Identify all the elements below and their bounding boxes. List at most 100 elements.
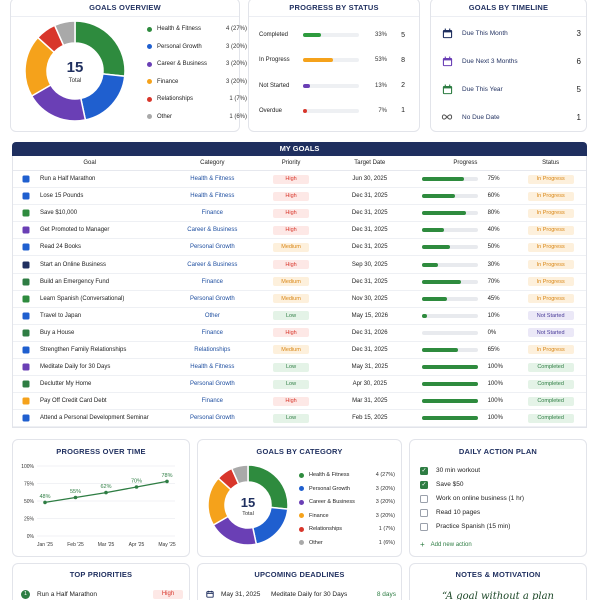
data-point[interactable] [43,500,47,505]
col-goal[interactable]: Goal [83,160,97,166]
col-progress[interactable]: Progress [453,160,478,166]
daily-action-plan-card: DAILY ACTION PLAN ✓ 30 min workout ✓ Save $… [409,439,587,557]
data-point[interactable] [165,479,169,484]
table-row[interactable]: Start an Online Business Career & Busine… [13,256,586,274]
y-tick-label: 100% [21,464,34,470]
checkbox[interactable] [420,508,428,517]
col-category[interactable]: Category [200,160,225,166]
table-row[interactable]: Save $10,000 Finance High Dec 31, 2025 8… [13,205,586,223]
status-cell: In Progress [515,225,586,235]
progress-bar-fill [421,399,478,404]
progress-bar [421,177,478,182]
priority-badge: High [273,260,310,270]
action-item[interactable]: Work on online business (1 hr) [420,492,580,505]
progress-cell: 40% [416,227,516,233]
timeline-count: 1 [576,112,581,122]
priority-cell: Low [258,413,324,423]
progress-bar [421,313,478,318]
data-point[interactable] [73,495,78,500]
target-date: May 15, 2026 [351,312,388,319]
deadline-label: Meditate Daily for 30 Days [271,590,348,598]
col-priority[interactable]: Priority [281,160,301,166]
priority-label: Run a Half Marathon [37,590,97,598]
legend-item: Relationships 1 (7%) [147,94,247,104]
status-badge: In Progress [527,345,574,355]
legend-item: Health & Fitness 4 (27%) [299,470,395,480]
table-row[interactable]: Read 24 Books Personal Growth Medium Dec… [13,239,586,257]
checked-checkbox[interactable]: ✓ [420,466,428,475]
timeline-row[interactable]: Due This Year 5 [441,79,581,99]
x-tick-label: Mar '25 [98,542,115,548]
goal-name: Travel to Japan [40,312,82,319]
legend-value: 3 (20%) [225,61,247,67]
col-target-date[interactable]: Target Date [354,160,386,166]
table-row[interactable]: Strengthen Family Relationships Relation… [13,342,586,360]
goal-name: Attend a Personal Development Seminar [40,415,149,422]
progress-bar-fill [421,177,464,182]
checked-checkbox[interactable]: ✓ [420,480,428,489]
data-point[interactable] [134,485,139,489]
progress-percent: 100% [487,381,503,388]
card-icon [22,397,30,405]
action-item[interactable]: ✓ Save $50 [420,478,580,491]
legend-value: 1 (6%) [378,539,395,546]
add-new-action-button[interactable]: + Add new action [420,540,472,549]
action-item[interactable]: Practice Spanish (15 min) [420,520,580,533]
col-status[interactable]: Status [542,160,560,166]
checkbox[interactable] [420,494,428,503]
timeline-row[interactable]: Due Next 3 Months 6 [441,51,581,71]
goal-name: Declutter My Home [40,381,92,388]
table-row[interactable]: Attend a Personal Development Seminar Pe… [13,410,586,428]
upcoming-deadlines-card: UPCOMING DEADLINES May 31, 2025 Meditate… [197,563,402,600]
goal-category: Relationships [194,346,231,353]
deadline-days: 8 days [376,590,396,598]
data-point[interactable] [104,490,108,495]
runner-icon [22,175,30,183]
status-badge: In Progress [527,208,574,218]
table-row[interactable]: Get Promoted to Manager Career & Busines… [13,222,586,240]
progress-by-status-card: PROGRESS BY STATUS Completed 33% 5 In Progr… [248,0,420,132]
table-row[interactable]: Build an Emergency Fund Finance Medium D… [13,274,586,291]
timeline-row[interactable]: Due This Month 3 [441,23,581,43]
table-row[interactable]: Learn Spanish (Conversational) Personal … [13,291,586,308]
goal-category: Personal Growth [189,244,235,251]
donut-slice-other[interactable] [230,464,249,485]
table-row[interactable]: Buy a House Finance High Dec 31, 2026 0%… [13,325,586,342]
legend-label: Career & Business [309,499,355,505]
checkbox[interactable] [420,522,428,531]
target-date: Apr 30, 2025 [352,381,387,388]
table-row[interactable]: Run a Half Marathon Health & Fitness Hig… [13,171,586,189]
deadline-item[interactable]: May 31, 2025 Meditate Daily for 30 Days … [206,588,396,600]
table-row[interactable]: Declutter My Home Personal Growth Low Ap… [13,376,586,394]
status-bar-fill [303,58,333,63]
progress-bar-fill [421,365,478,370]
action-item[interactable]: Read 10 pages [420,506,580,519]
status-bar [303,108,359,113]
progress-cell: 50% [416,244,516,250]
action-item[interactable]: ✓ 30 min workout [420,464,580,477]
table-row[interactable]: Lose 15 Pounds Health & Fitness High Dec… [13,188,586,206]
status-badge: Completed [527,379,574,389]
table-row[interactable]: Meditate Daily for 30 Days Health & Fitn… [13,359,586,377]
table-row[interactable]: Pay Off Credit Card Debt Finance High Ma… [13,393,586,411]
donut-slice-other[interactable] [53,20,76,47]
timeline-row[interactable]: No Due Date 1 [441,107,581,127]
goals-by-category-card: GOALS BY CATEGORY 15 Total Health & Fitn… [197,439,402,557]
goal-cell: Save $10,000 [13,209,166,217]
table-row[interactable]: Travel to Japan Other Low May 15, 2026 1… [13,308,586,325]
legend-label: Other [309,539,323,546]
status-bar [303,58,359,63]
status-cell: In Progress [515,260,586,270]
shield-icon [22,278,30,286]
donut-total: 15 [66,59,84,76]
priority-badge: Medium [273,242,310,252]
progress-percent: 45% [487,295,500,302]
plus-icon: + [420,540,425,549]
progress-bar-fill [421,347,458,352]
progress-cell: 75% [416,176,516,182]
legend-dot [299,513,304,518]
priority-item[interactable]: 1 Run a Half Marathon High [21,588,183,600]
goal-cell: Declutter My Home [13,380,166,388]
y-tick-label: 75% [24,482,35,488]
status-cell: Completed [515,413,586,423]
